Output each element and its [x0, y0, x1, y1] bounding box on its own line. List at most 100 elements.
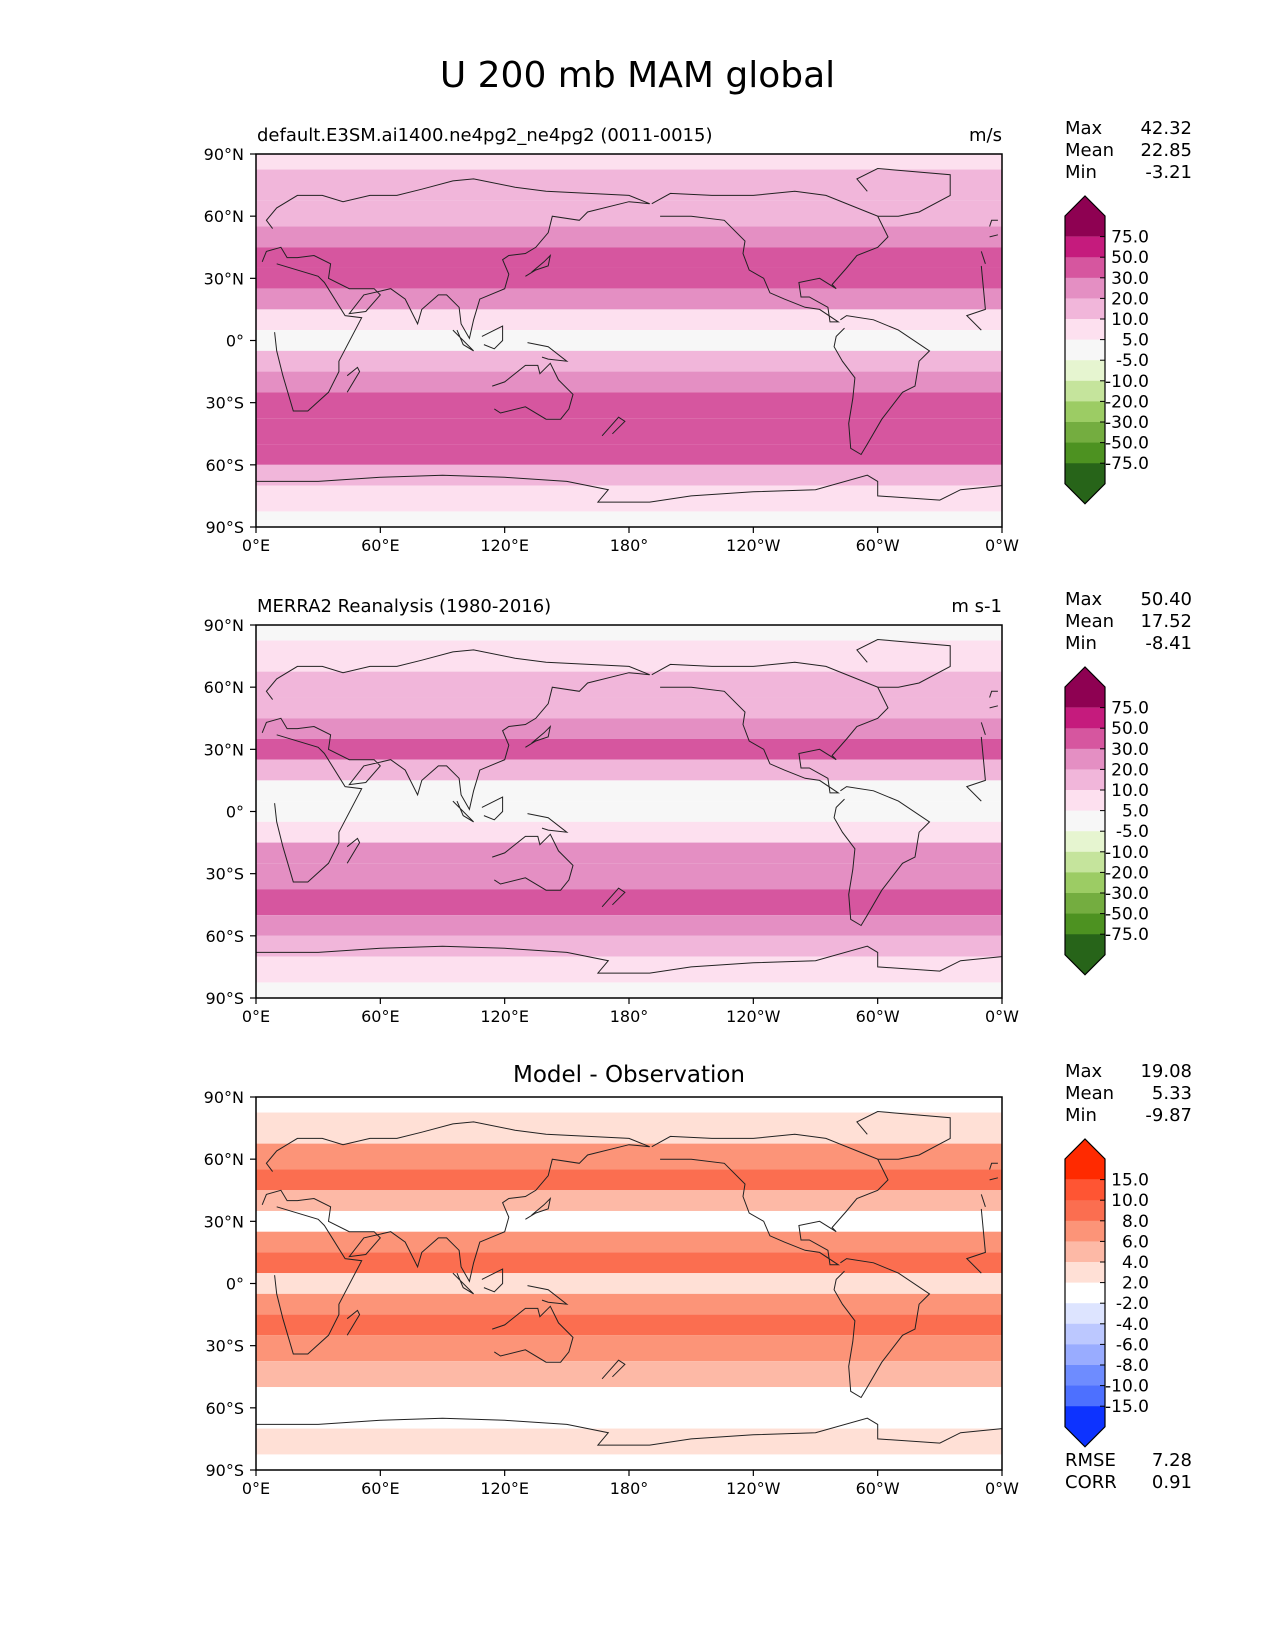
contour-band [256, 1143, 1002, 1170]
x-tick-label: 60°W [856, 536, 900, 555]
colorbar-segment [1065, 728, 1105, 750]
colorbar-tick-label: 4.0 [1122, 1253, 1149, 1273]
colorbar-extension-bottom [1065, 463, 1105, 504]
x-tick-label: 180° [610, 536, 649, 555]
colorbar-segment [1065, 707, 1105, 729]
metric-corr-value: 0.91 [1152, 1472, 1192, 1493]
contour-band [256, 226, 1002, 248]
coastline [833, 1258, 931, 1399]
colorbar-extension-bottom [1065, 934, 1105, 975]
y-tick-label: 30°N [204, 269, 244, 288]
panel-diff-x-axis: 0°E 60°E 120°E 180° 120°W 60°W 0°W [242, 1470, 1019, 1498]
x-tick-label: 120°W [726, 1007, 781, 1026]
coastline [601, 887, 626, 908]
colorbar-segment [1065, 277, 1105, 299]
panel-diff-title-center: Model - Observation [513, 1062, 745, 1088]
coastline [525, 1196, 552, 1220]
y-tick-label: 0° [226, 1275, 244, 1294]
contour-band [256, 444, 1002, 465]
panel-model-coastlines [256, 167, 1003, 503]
colorbar-segment [1065, 422, 1105, 444]
colorbar-extension-top [1065, 196, 1105, 237]
contour-band [256, 1428, 1002, 1455]
coastline [601, 1359, 626, 1380]
stat-mean-label: Mean [1065, 1083, 1114, 1104]
contour-band [256, 267, 1002, 289]
colorbar-segment [1065, 748, 1105, 770]
colorbar-segment [1065, 1323, 1105, 1345]
coastline [256, 1417, 1003, 1446]
coastline [651, 190, 889, 323]
x-tick-label: 0°W [985, 1479, 1019, 1498]
colorbar-tick-label: 10.0 [1111, 781, 1149, 801]
colorbar-segment [1065, 1200, 1105, 1222]
colorbar-segment [1065, 1262, 1105, 1284]
contour-band [256, 485, 1002, 512]
contour-band [256, 418, 1002, 445]
panel-obs-stats: Max 50.40 Mean 17.52 Min -8.41 [1065, 589, 1192, 654]
contour-band [256, 956, 1002, 983]
contour-band [256, 915, 1002, 936]
colorbar-tick-label: 8.0 [1122, 1212, 1149, 1232]
stat-mean-label: Mean [1065, 611, 1114, 632]
coastline [989, 1162, 999, 1181]
y-tick-label: 90°S [205, 1461, 244, 1480]
colorbar-segment [1065, 442, 1105, 464]
coastline [527, 813, 569, 833]
contour-band [256, 1293, 1002, 1315]
y-tick-label: 60°S [205, 1399, 244, 1418]
colorbar-extension-top [1065, 667, 1105, 708]
colorbar-extension-bottom [1065, 1406, 1105, 1447]
colorbar-segment [1065, 872, 1105, 894]
panel-obs-field [256, 625, 1002, 998]
colorbar-segment [1065, 851, 1105, 873]
colorbar-tick-label: -5.0 [1116, 822, 1149, 842]
y-tick-label: 30°N [204, 1212, 244, 1231]
y-tick-label: 60°S [205, 456, 244, 475]
coastline [833, 315, 931, 456]
panel-model-colorbar: 75.050.030.020.010.05.0-5.0-10.0-20.0-30… [1064, 195, 1149, 505]
stat-min-value: -8.41 [1145, 633, 1192, 654]
colorbar-segment [1065, 1241, 1105, 1263]
contour-band [256, 1314, 1002, 1336]
colorbar-tick-label: -30.0 [1105, 884, 1149, 904]
colorbar-tick-label: 20.0 [1111, 760, 1149, 780]
contour-band [256, 1097, 1002, 1113]
contour-band [256, 350, 1002, 372]
stat-mean-value: 22.85 [1140, 140, 1192, 161]
colorbar-tick-label: 50.0 [1111, 719, 1149, 739]
colorbar-outline [1064, 195, 1106, 505]
contour-band [256, 392, 1002, 419]
colorbar-tick-label: -10.0 [1105, 843, 1149, 863]
coastline [856, 167, 951, 217]
x-tick-label: 0°W [985, 1007, 1019, 1026]
coastline [833, 786, 931, 927]
coastline [856, 638, 951, 688]
x-tick-label: 60°W [856, 1007, 900, 1026]
contour-band [256, 200, 1002, 227]
contour-band [256, 511, 1002, 527]
colorbar-segment [1065, 913, 1105, 935]
y-tick-label: 60°N [204, 1150, 244, 1169]
colorbar-segment [1065, 380, 1105, 402]
panel-obs-colorbar: 75.050.030.020.010.05.0-5.0-10.0-20.0-30… [1064, 666, 1149, 976]
colorbar-tick-label: 50.0 [1111, 248, 1149, 268]
colorbar-tick-label: -75.0 [1105, 925, 1149, 945]
y-tick-label: 90°N [204, 145, 244, 164]
panel-obs-title-right: m s-1 [951, 596, 1002, 617]
coastline [527, 342, 569, 362]
colorbar-tick-label: -5.0 [1116, 351, 1149, 371]
panel-diff-coastlines [256, 1110, 1003, 1446]
panel-model-stats: Max 42.32 Mean 22.85 Min -3.21 [1065, 118, 1192, 183]
colorbar-segment [1065, 401, 1105, 423]
colorbar-outline [1064, 666, 1106, 976]
colorbar-segment [1065, 790, 1105, 812]
stat-mean-value: 5.33 [1152, 1083, 1192, 1104]
contour-band [256, 247, 1002, 268]
stat-min-label: Min [1065, 1105, 1097, 1126]
x-tick-label: 180° [610, 1007, 649, 1026]
panel-obs-coastlines [256, 638, 1003, 974]
coastline [452, 329, 474, 352]
stat-mean-value: 17.52 [1140, 611, 1192, 632]
y-tick-label: 90°S [205, 989, 244, 1008]
